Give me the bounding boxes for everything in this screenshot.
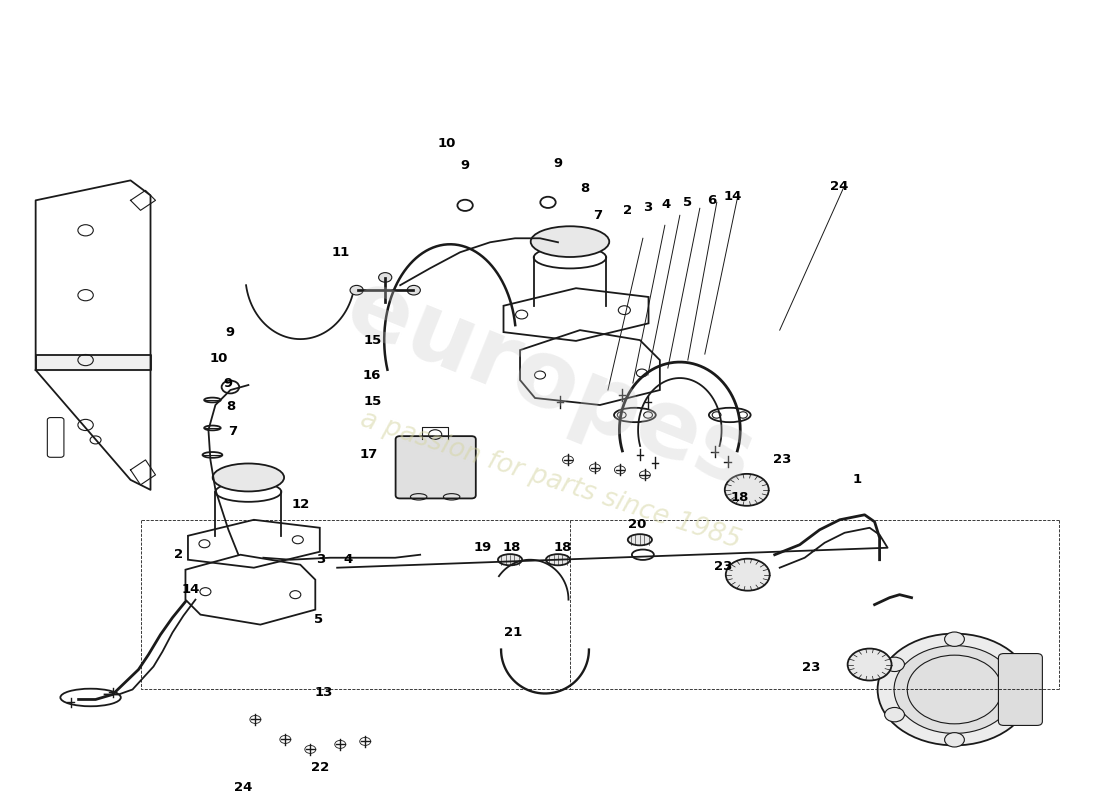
Text: 11: 11 bbox=[331, 246, 350, 258]
Text: 20: 20 bbox=[628, 518, 646, 531]
Text: 6: 6 bbox=[707, 194, 716, 207]
Circle shape bbox=[1004, 707, 1024, 722]
Text: 18: 18 bbox=[553, 542, 572, 554]
Text: 4: 4 bbox=[661, 198, 671, 211]
Text: 9: 9 bbox=[461, 159, 470, 172]
Text: 4: 4 bbox=[343, 554, 353, 566]
Ellipse shape bbox=[530, 226, 609, 257]
Ellipse shape bbox=[894, 646, 1015, 734]
Circle shape bbox=[945, 632, 965, 646]
Text: 24: 24 bbox=[830, 180, 849, 193]
Circle shape bbox=[848, 649, 892, 681]
Text: a passion for parts since 1985: a passion for parts since 1985 bbox=[356, 406, 744, 554]
Text: 10: 10 bbox=[438, 137, 456, 150]
Text: 21: 21 bbox=[504, 626, 522, 639]
Text: 12: 12 bbox=[292, 498, 309, 511]
Text: 19: 19 bbox=[474, 542, 492, 554]
Ellipse shape bbox=[878, 634, 1032, 746]
Text: 15: 15 bbox=[363, 334, 382, 346]
Text: 5: 5 bbox=[683, 196, 692, 209]
Text: 9: 9 bbox=[226, 326, 235, 338]
Text: 14: 14 bbox=[724, 190, 743, 203]
Circle shape bbox=[945, 733, 965, 747]
FancyBboxPatch shape bbox=[396, 436, 476, 498]
Text: 9: 9 bbox=[553, 157, 562, 170]
Text: 7: 7 bbox=[593, 209, 603, 222]
Text: 14: 14 bbox=[182, 583, 199, 596]
Circle shape bbox=[378, 273, 392, 282]
Text: 23: 23 bbox=[772, 454, 791, 466]
Text: 24: 24 bbox=[234, 781, 253, 794]
Text: 16: 16 bbox=[363, 369, 382, 382]
Text: 9: 9 bbox=[223, 377, 233, 390]
Text: 10: 10 bbox=[209, 351, 228, 365]
Ellipse shape bbox=[546, 554, 570, 566]
Circle shape bbox=[726, 558, 770, 590]
Text: 23: 23 bbox=[714, 560, 732, 574]
Text: 3: 3 bbox=[644, 201, 652, 214]
Text: 8: 8 bbox=[226, 401, 235, 414]
Ellipse shape bbox=[498, 554, 522, 566]
Circle shape bbox=[350, 286, 363, 295]
Text: 15: 15 bbox=[363, 395, 382, 409]
Text: 3: 3 bbox=[316, 554, 324, 566]
Text: 2: 2 bbox=[174, 548, 183, 562]
Circle shape bbox=[407, 286, 420, 295]
Text: 18: 18 bbox=[730, 491, 749, 504]
Text: 7: 7 bbox=[228, 426, 236, 438]
Text: 22: 22 bbox=[311, 761, 329, 774]
Circle shape bbox=[884, 707, 904, 722]
Circle shape bbox=[884, 657, 904, 671]
Circle shape bbox=[725, 474, 769, 506]
FancyBboxPatch shape bbox=[999, 654, 1043, 726]
Text: 1: 1 bbox=[852, 474, 862, 486]
Text: 8: 8 bbox=[581, 182, 590, 195]
Text: 23: 23 bbox=[803, 661, 821, 674]
Text: 2: 2 bbox=[624, 204, 632, 217]
Text: 13: 13 bbox=[315, 686, 332, 699]
Text: 18: 18 bbox=[503, 542, 521, 554]
Text: europes: europes bbox=[333, 261, 767, 507]
Ellipse shape bbox=[212, 463, 284, 491]
Polygon shape bbox=[35, 355, 151, 370]
Ellipse shape bbox=[628, 534, 652, 546]
Circle shape bbox=[1004, 657, 1024, 671]
Text: 17: 17 bbox=[359, 449, 377, 462]
Text: 5: 5 bbox=[314, 613, 323, 626]
